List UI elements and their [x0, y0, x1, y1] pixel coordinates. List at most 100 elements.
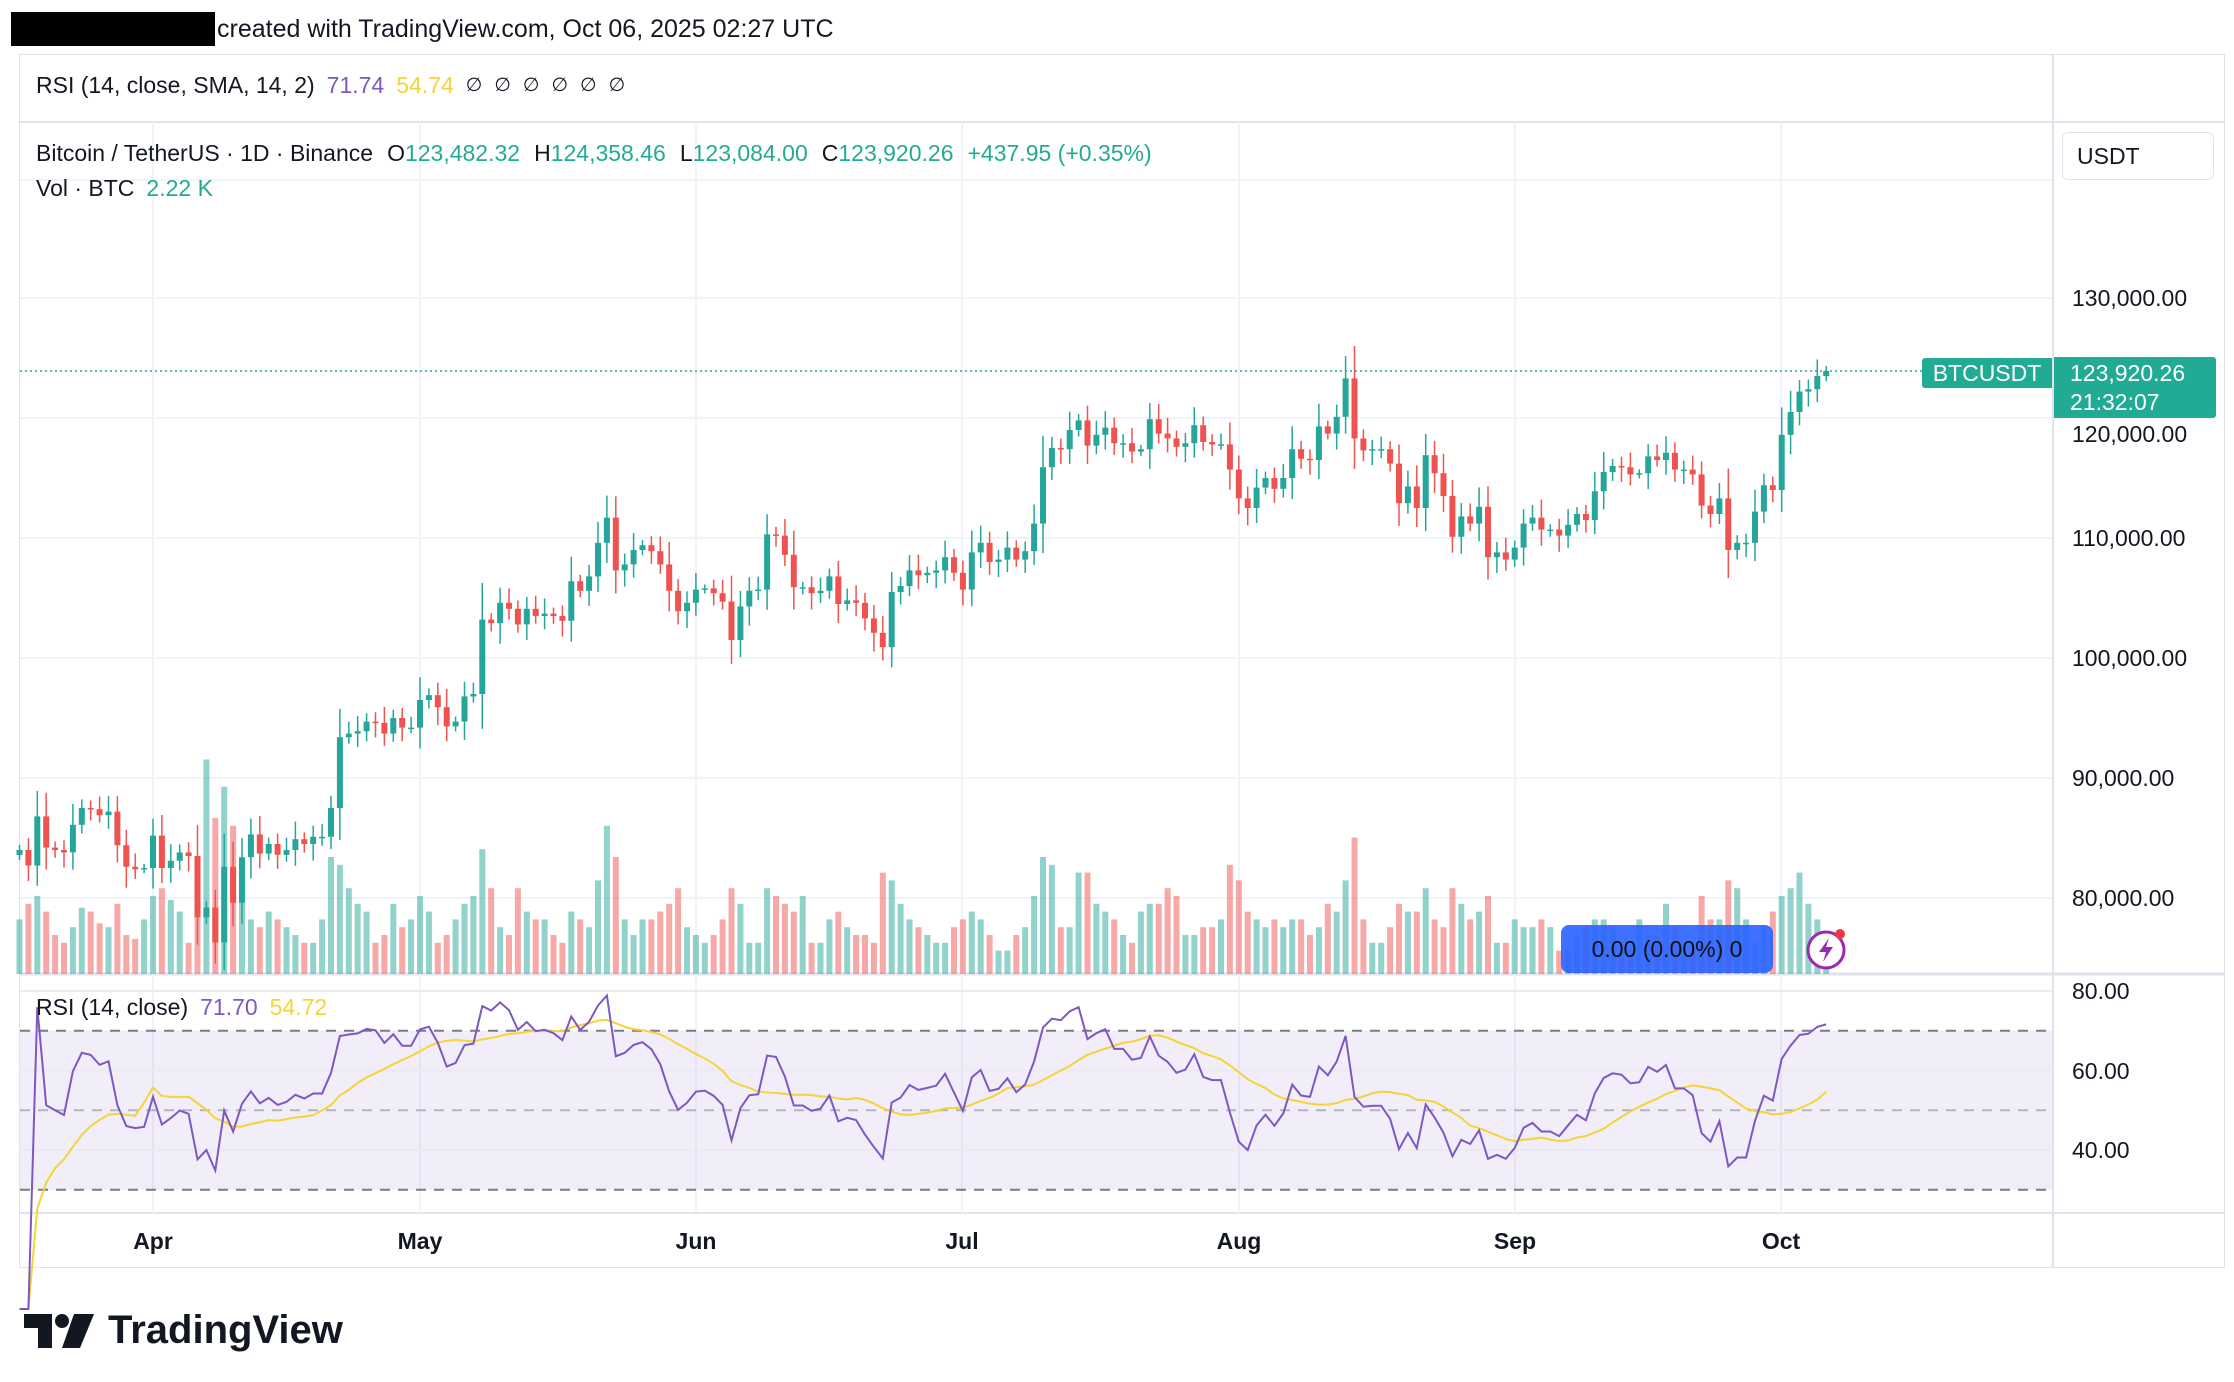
candle-body [1689, 469, 1696, 475]
candle-body [1280, 478, 1287, 489]
candle-body [1663, 452, 1669, 460]
candle-body [1315, 426, 1322, 460]
candle-body [799, 587, 806, 589]
candle-body [817, 590, 824, 594]
volume-bar [1262, 927, 1269, 974]
candle-body [951, 557, 957, 573]
volume-bar [870, 942, 877, 974]
na-value: ∅ [608, 75, 626, 96]
candle-body [301, 839, 308, 844]
candle-body [701, 588, 708, 590]
candle-body [612, 517, 619, 571]
measure-box[interactable]: 0.00 (0.00%) 0 [1561, 925, 1773, 973]
volume-bar [114, 903, 121, 974]
candle-body [132, 866, 139, 870]
time-tick: Aug [1216, 1228, 1262, 1254]
volume-bar [1778, 896, 1785, 974]
volume-bar [1351, 837, 1358, 974]
rsi-legend-top[interactable]: RSI (14, close, SMA, 14, 2) 71.74 54.74 … [36, 72, 625, 99]
candle-body [684, 602, 690, 612]
volume-bar [1467, 919, 1474, 974]
candle-body [141, 868, 148, 870]
volume-bar [612, 857, 619, 974]
candle-body [1502, 552, 1509, 560]
volume-bar [1271, 919, 1278, 974]
candle-body [879, 632, 886, 648]
candle-body [1075, 420, 1082, 430]
candle-body [150, 835, 156, 868]
rsi-tick: 60.00 [2072, 1057, 2130, 1084]
volume-bar [390, 903, 397, 974]
low-label: L [679, 140, 693, 166]
volume-bar [167, 899, 174, 974]
volume-bar [657, 911, 664, 974]
candle-body [1013, 547, 1020, 560]
volume-bar [1191, 935, 1198, 974]
volume-bar [497, 927, 504, 974]
candle-body [1369, 449, 1376, 451]
candle-body [1173, 438, 1180, 447]
candle-body [488, 619, 495, 624]
volume-bar [986, 935, 993, 974]
volume-bar [283, 927, 290, 974]
candle-body [61, 850, 67, 853]
volume-bar [61, 942, 67, 974]
price-tick: 90,000.00 [2072, 765, 2175, 791]
candle-body [1449, 496, 1456, 537]
volume-bar [452, 919, 459, 974]
volume-bar [1511, 919, 1518, 974]
candle-body [1511, 547, 1518, 560]
candle-body [1805, 389, 1812, 392]
candle-body [577, 581, 584, 591]
lightning-icon[interactable] [1804, 926, 1850, 972]
volume-bar [1253, 919, 1260, 974]
na-value: ∅ [580, 75, 597, 96]
candle-body [1609, 466, 1616, 472]
candle-body [1244, 498, 1251, 508]
candle-body [203, 907, 210, 918]
volume-legend[interactable]: Vol · BTC 2.22 K [36, 175, 213, 202]
volume-bar [1440, 927, 1447, 974]
candle-body [719, 593, 726, 602]
volume-bar [328, 857, 334, 974]
candle-body [408, 727, 415, 730]
volume-bar [1013, 935, 1020, 974]
candle-body [390, 718, 397, 734]
rsi-pane-label: RSI (14, close) [36, 994, 189, 1020]
volume-bar [675, 888, 682, 974]
volume-bar [1146, 903, 1153, 974]
symbol-legend[interactable]: Bitcoin / TetherUS · 1D · Binance O 123,4… [36, 140, 1152, 167]
candle-body [1431, 455, 1438, 474]
candle-body [1707, 505, 1714, 514]
volume-bar [853, 935, 860, 974]
high-value: 124,358.46 [550, 140, 666, 166]
redacted-username [11, 12, 215, 46]
volume-bar [1502, 942, 1509, 974]
candle-body [1645, 456, 1652, 474]
volume-bar [310, 942, 317, 974]
volume-bar [541, 919, 548, 974]
brand-name: TradingView [108, 1308, 343, 1352]
volume-bar [52, 935, 59, 974]
time-tick: Jul [945, 1228, 979, 1254]
volume-bar [1093, 903, 1100, 974]
candle-body [1485, 506, 1491, 558]
candle-body [1823, 370, 1830, 376]
volume-bar [514, 888, 521, 974]
candle-body [230, 866, 237, 903]
rsi-pane-legend[interactable]: RSI (14, close) 71.70 54.72 [36, 994, 327, 1021]
currency-button[interactable]: USDT [2062, 132, 2214, 180]
volume-bar [25, 903, 32, 974]
tradingview-logo[interactable]: TradingView [24, 1308, 343, 1353]
time-tick: Sep [1493, 1228, 1537, 1254]
candle-body [568, 581, 575, 621]
volume-bar [1182, 935, 1189, 974]
candle-body [1582, 514, 1589, 520]
candle-body [1698, 474, 1705, 506]
volume-bar [684, 927, 690, 974]
candle-body [1814, 376, 1821, 390]
volume-bar [951, 927, 957, 974]
volume-bar [1396, 903, 1402, 974]
volume-bar [1040, 857, 1046, 974]
